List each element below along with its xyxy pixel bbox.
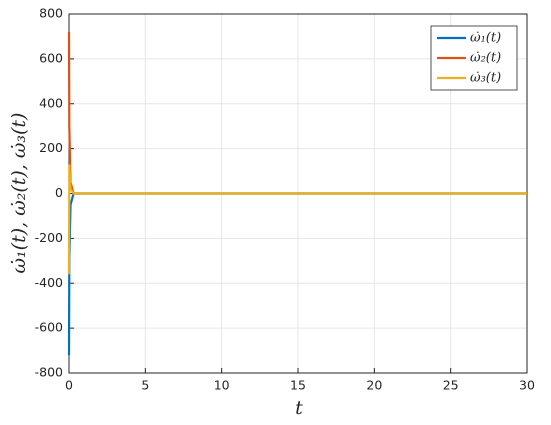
y-axis-label: ω̇₁(t), ω̇₂(t), ω̇₃(t) <box>8 113 30 274</box>
y-tick-label: 0 <box>55 185 63 200</box>
x-tick-label: 25 <box>443 378 459 393</box>
x-axis-label: t <box>295 397 303 419</box>
legend-label: ω̇₁(t) <box>470 31 501 46</box>
legend-label: ω̇₂(t) <box>470 51 501 66</box>
x-tick-label: 10 <box>214 378 230 393</box>
y-tick-label: 400 <box>39 95 63 110</box>
y-tick-label: -800 <box>35 365 63 380</box>
y-tick-label: -400 <box>35 275 63 290</box>
x-tick-label: 5 <box>141 378 149 393</box>
y-tick-label: 600 <box>39 50 63 65</box>
x-tick-label: 30 <box>519 378 535 393</box>
y-tick-label: -600 <box>35 320 63 335</box>
series-line <box>67 164 527 275</box>
x-tick-label: 15 <box>290 378 306 393</box>
y-tick-label: -200 <box>35 230 63 245</box>
y-tick-label: 200 <box>39 140 63 155</box>
y-tick-label: 800 <box>39 6 63 21</box>
legend-label: ω̇₃(t) <box>470 71 501 86</box>
x-tick-label: 20 <box>366 378 382 393</box>
x-tick-label: 0 <box>65 378 73 393</box>
